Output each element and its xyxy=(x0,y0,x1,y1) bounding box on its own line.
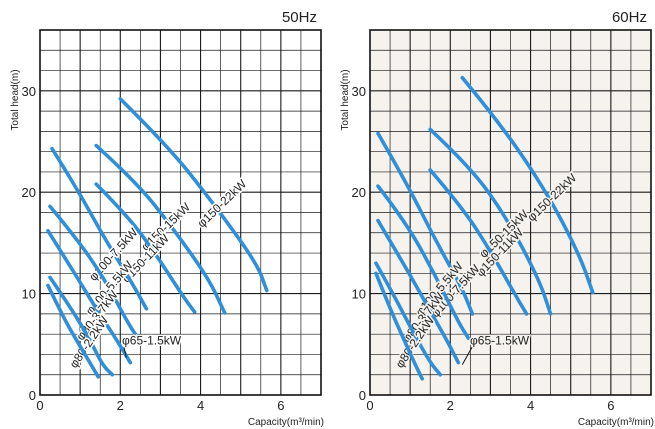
series-line-5 xyxy=(46,229,133,365)
y-tick-label: 0 xyxy=(359,388,366,403)
y-axis-label: Total head(m) xyxy=(340,69,351,130)
y-tick-label: 0 xyxy=(29,388,36,403)
y-tick-label: 20 xyxy=(352,185,366,200)
series-line-7 xyxy=(374,271,424,381)
x-tick-label: 4 xyxy=(197,398,204,413)
chart-title: 50Hz xyxy=(282,9,317,26)
series-line-5 xyxy=(376,218,461,365)
x-axis-label: Capacity(m³/min) xyxy=(248,417,324,428)
series-line-2 xyxy=(94,182,197,314)
series-line-3 xyxy=(50,146,149,311)
x-tick-label: 0 xyxy=(36,398,43,413)
y-tick-label: 30 xyxy=(22,84,36,99)
chart-title: 60Hz xyxy=(612,9,647,26)
x-tick-label: 2 xyxy=(117,398,124,413)
y-tick-label: 10 xyxy=(352,287,366,302)
x-tick-label: 6 xyxy=(607,398,614,413)
series-line-1 xyxy=(94,143,227,315)
series-line-3 xyxy=(376,131,475,316)
annotation-leader xyxy=(123,347,127,358)
series-line-0 xyxy=(460,75,595,295)
series-line-4 xyxy=(376,184,471,340)
annotation-label: φ65-1.5kW xyxy=(122,333,182,347)
grid xyxy=(370,30,651,395)
x-tick-label: 6 xyxy=(277,398,284,413)
series-line-1 xyxy=(428,127,553,316)
plot-frame xyxy=(39,29,322,396)
annotation-leader xyxy=(461,347,473,365)
y-tick-label: 10 xyxy=(22,287,36,302)
series-line-2 xyxy=(428,168,529,316)
y-tick-label: 20 xyxy=(22,185,36,200)
y-axis-label: Total head(m) xyxy=(10,69,21,130)
x-tick-label: 4 xyxy=(527,398,534,413)
x-tick-label: 2 xyxy=(447,398,454,413)
plot-frame xyxy=(369,29,652,396)
y-tick-label: 30 xyxy=(352,84,366,99)
series-line-6 xyxy=(374,261,443,377)
grid xyxy=(40,30,321,395)
series-line-6 xyxy=(48,275,115,377)
series-line-0 xyxy=(118,97,269,293)
annotation-label: φ65-1.5kW xyxy=(470,333,530,347)
x-axis-label: Capacity(m³/min) xyxy=(578,417,654,428)
series-line-7 xyxy=(46,283,100,379)
x-tick-label: 0 xyxy=(366,398,373,413)
series-line-4 xyxy=(48,204,143,344)
